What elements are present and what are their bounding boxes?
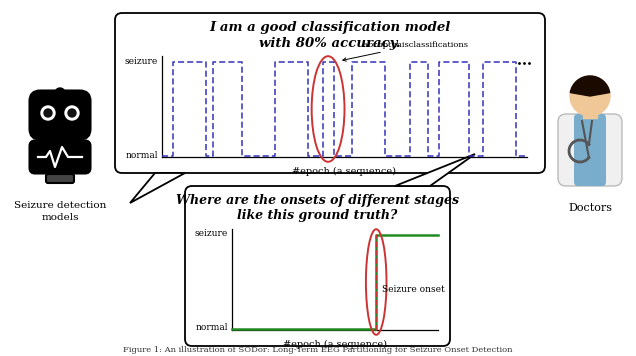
Text: #epoch (a sequence): #epoch (a sequence) [293,167,396,176]
FancyBboxPatch shape [558,114,622,186]
Circle shape [44,109,52,117]
Text: seizure: seizure [125,57,158,66]
FancyBboxPatch shape [30,91,90,139]
FancyBboxPatch shape [574,114,606,186]
Text: normal: normal [195,324,228,333]
Circle shape [41,106,55,120]
Text: abrupt misclassifications: abrupt misclassifications [343,41,467,61]
Text: #epoch (a sequence): #epoch (a sequence) [283,340,387,349]
Polygon shape [395,154,475,186]
Text: like this ground truth?: like this ground truth? [237,209,398,222]
Polygon shape [130,173,185,203]
Text: with 80% accuracy.: with 80% accuracy. [259,37,401,50]
Text: seizure: seizure [195,230,228,239]
Circle shape [65,106,79,120]
Circle shape [570,76,610,116]
FancyBboxPatch shape [115,13,545,173]
Wedge shape [570,76,610,96]
Bar [52,137,68,143]
FancyBboxPatch shape [30,141,90,173]
Bar [583,106,597,118]
Text: normal: normal [125,151,158,159]
Circle shape [68,109,76,117]
Text: Seizure detection
models: Seizure detection models [14,201,106,222]
Text: Figure 1: An illustration of SODor: Long-Term EEG Partitioning for Seizure Onset: Figure 1: An illustration of SODor: Long… [123,346,513,354]
FancyBboxPatch shape [46,174,74,183]
Text: Doctors: Doctors [568,203,612,213]
FancyBboxPatch shape [185,186,450,346]
Text: I am a good classification model: I am a good classification model [209,21,451,34]
Text: Where are the onsets of different stages: Where are the onsets of different stages [176,194,459,207]
Text: Seizure onset: Seizure onset [382,285,445,294]
Circle shape [55,88,65,98]
